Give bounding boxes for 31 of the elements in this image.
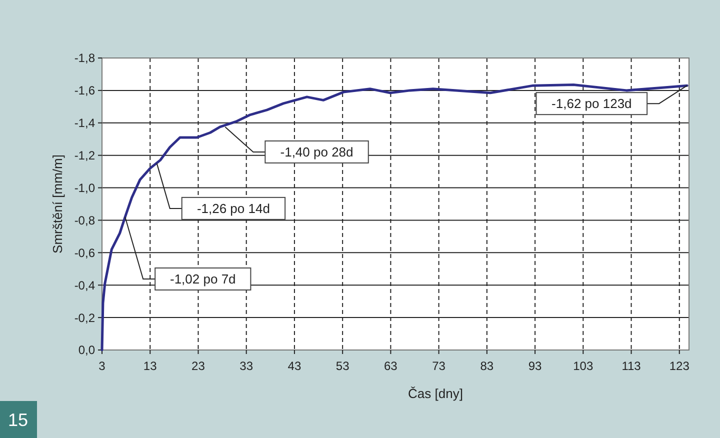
annotation: -1,40 po 28d	[280, 144, 354, 160]
x-tick-label: 63	[384, 359, 398, 373]
x-tick-label: 53	[336, 359, 350, 373]
x-tick-label: 3	[98, 359, 106, 373]
y-tick-label: -0,4	[74, 278, 96, 292]
x-tick-label: 123	[669, 359, 690, 373]
y-tick-label: -1,0	[74, 180, 96, 195]
x-tick-label: 93	[528, 359, 542, 373]
y-tick-label: -1,6	[74, 84, 96, 98]
x-axis-title: Čas [dny]	[408, 386, 463, 401]
annotation: -1,26 po 14d	[196, 200, 270, 216]
x-tick-label: 103	[573, 359, 594, 373]
x-tick-label: 83	[480, 359, 494, 373]
x-tick-label: 73	[432, 359, 446, 373]
annotation: -1,62 po 123d	[552, 96, 632, 112]
x-tick-label: 113	[622, 359, 642, 373]
y-tick-label: -0,8	[74, 213, 96, 228]
text: 15	[8, 410, 28, 430]
y-tick-label: -0,2	[74, 310, 96, 325]
x-tick-label: 43	[288, 359, 302, 373]
x-tick-label: 33	[240, 359, 254, 373]
y-tick-label: -1,8	[74, 51, 96, 66]
y-tick-label: -1,2	[74, 148, 96, 163]
y-tick-label: -0,6	[74, 246, 96, 260]
line-series	[100, 84, 688, 352]
x-tick-label: 13	[143, 359, 158, 373]
y-tick-label: -1,4	[74, 116, 96, 130]
y-axis-title: Smrštění [mm/m]	[50, 154, 65, 254]
y-tick-label: 0,0	[78, 343, 96, 358]
annotation: -1,02 po 7d	[170, 272, 236, 287]
x-tick-label: 23	[192, 359, 206, 373]
